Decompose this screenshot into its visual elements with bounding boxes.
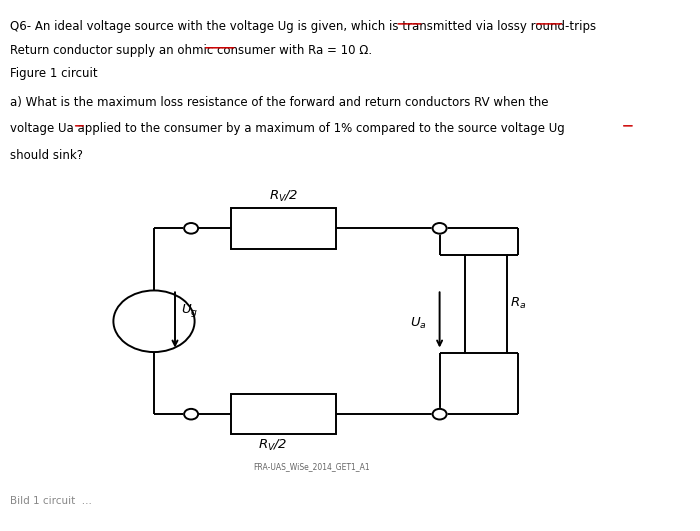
- Text: Bild 1 circuit  ...: Bild 1 circuit ...: [10, 496, 92, 507]
- Text: FRA-UAS_WiSe_2014_GET1_A1: FRA-UAS_WiSe_2014_GET1_A1: [253, 462, 370, 471]
- Text: a) What is the maximum loss resistance of the forward and return conductors RV w: a) What is the maximum loss resistance o…: [10, 96, 548, 108]
- Text: $R_a$: $R_a$: [510, 296, 526, 311]
- Text: Return conductor supply an ohmic consumer with Ra = 10 Ω.: Return conductor supply an ohmic consume…: [10, 44, 372, 56]
- Text: voltage Ua applied to the consumer by a maximum of 1% compared to the source vol: voltage Ua applied to the consumer by a …: [10, 122, 564, 135]
- Circle shape: [433, 409, 447, 419]
- Text: Q6- An ideal voltage source with the voltage Ug is given, which is transmitted v: Q6- An ideal voltage source with the vol…: [10, 20, 596, 33]
- Bar: [231, 208, 336, 249]
- Text: $U_g$: $U_g$: [181, 302, 198, 319]
- Text: $R_V$/2: $R_V$/2: [258, 438, 288, 453]
- Bar: [231, 394, 336, 434]
- Text: Figure 1 circuit: Figure 1 circuit: [10, 67, 97, 80]
- Text: $R_V$/2: $R_V$/2: [269, 190, 298, 204]
- Text: should sink?: should sink?: [10, 149, 83, 161]
- Bar: [465, 255, 507, 353]
- Circle shape: [184, 223, 198, 234]
- Text: $U_a$: $U_a$: [410, 316, 427, 331]
- Circle shape: [433, 223, 447, 234]
- Circle shape: [184, 409, 198, 419]
